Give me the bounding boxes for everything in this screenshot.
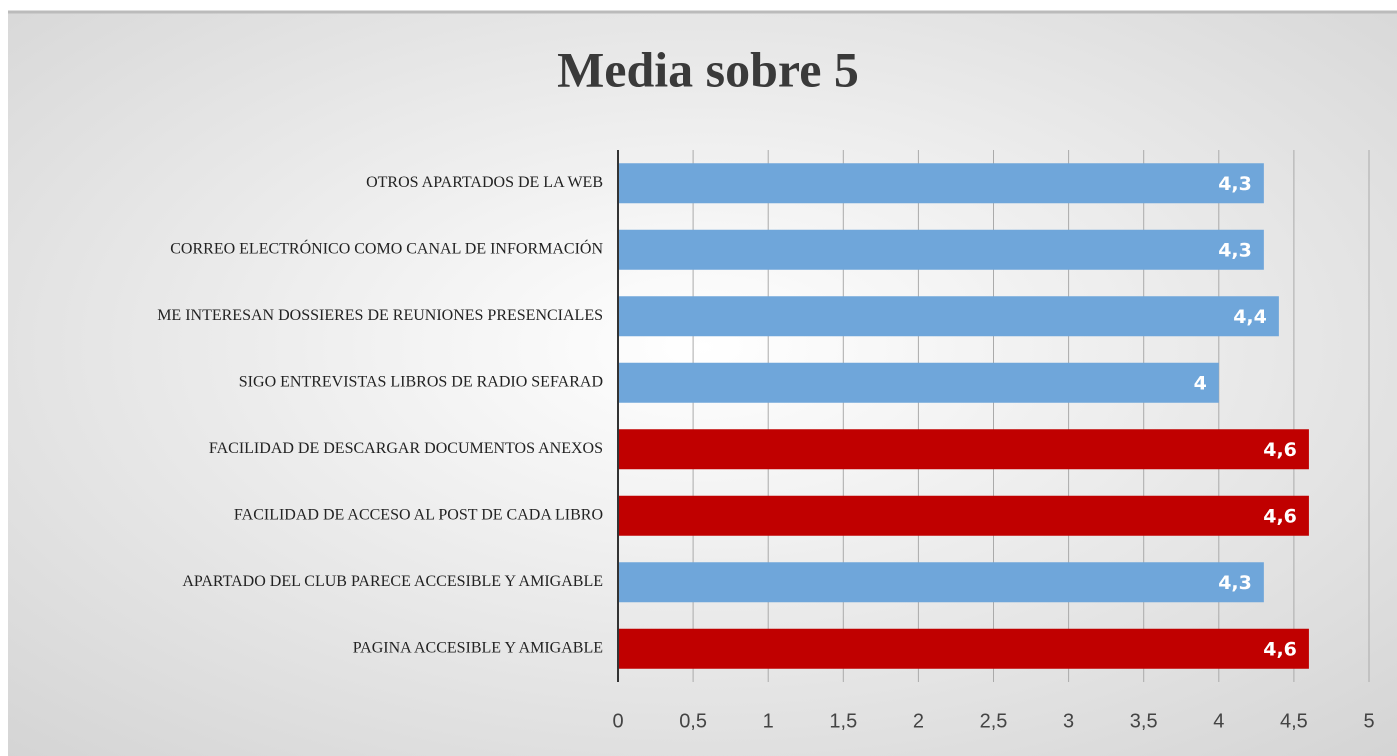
x-tick-label: 5	[1363, 710, 1374, 732]
bar	[618, 362, 1219, 403]
x-tick-label: 1,5	[829, 710, 857, 732]
bar	[618, 495, 1309, 536]
x-tick-label: 0	[612, 710, 623, 732]
chart-title: Media sobre 5	[557, 41, 859, 97]
value-label: 4,6	[1263, 505, 1297, 527]
value-label: 4,6	[1263, 439, 1297, 461]
bar	[618, 628, 1309, 669]
x-tick-label: 2	[913, 710, 924, 732]
x-tick-label: 4,5	[1280, 710, 1308, 732]
y-tick-label: CORREO ELECTRÓNICO COMO CANAL DE INFORMA…	[170, 238, 603, 257]
x-tick-label: 1	[763, 710, 774, 732]
bar	[618, 163, 1264, 204]
x-tick-label: 4	[1213, 710, 1224, 732]
y-tick-label: SIGO ENTREVISTAS LIBROS DE RADIO SEFARAD	[239, 373, 603, 390]
y-tick-label: OTROS APARTADOS DE LA WEB	[366, 174, 603, 191]
bar	[618, 429, 1309, 470]
y-tick-label: PAGINA ACCESIBLE Y AMIGABLE	[353, 639, 603, 656]
x-tick-label: 0,5	[679, 710, 707, 732]
bar	[618, 229, 1264, 270]
value-label: 4,3	[1218, 173, 1252, 195]
y-tick-label: FACILIDAD DE ACCESO AL POST DE CADA LIBR…	[234, 506, 603, 523]
bar	[618, 562, 1264, 603]
value-label: 4	[1194, 372, 1207, 394]
y-tick-label: FACILIDAD DE DESCARGAR DOCUMENTOS ANEXOS	[209, 440, 603, 457]
bar	[618, 296, 1279, 337]
y-tick-label: APARTADO DEL CLUB PARECE ACCESIBLE Y AMI…	[182, 573, 603, 590]
value-label: 4,3	[1218, 572, 1252, 594]
x-tick-label: 3,5	[1130, 710, 1158, 732]
x-tick-label: 3	[1063, 710, 1074, 732]
value-label: 4,6	[1263, 638, 1297, 660]
value-label: 4,4	[1233, 306, 1267, 328]
x-tick-label: 2,5	[980, 710, 1008, 732]
value-label: 4,3	[1218, 239, 1252, 261]
y-tick-label: ME INTERESAN DOSSIERES DE REUNIONES PRES…	[157, 307, 603, 324]
